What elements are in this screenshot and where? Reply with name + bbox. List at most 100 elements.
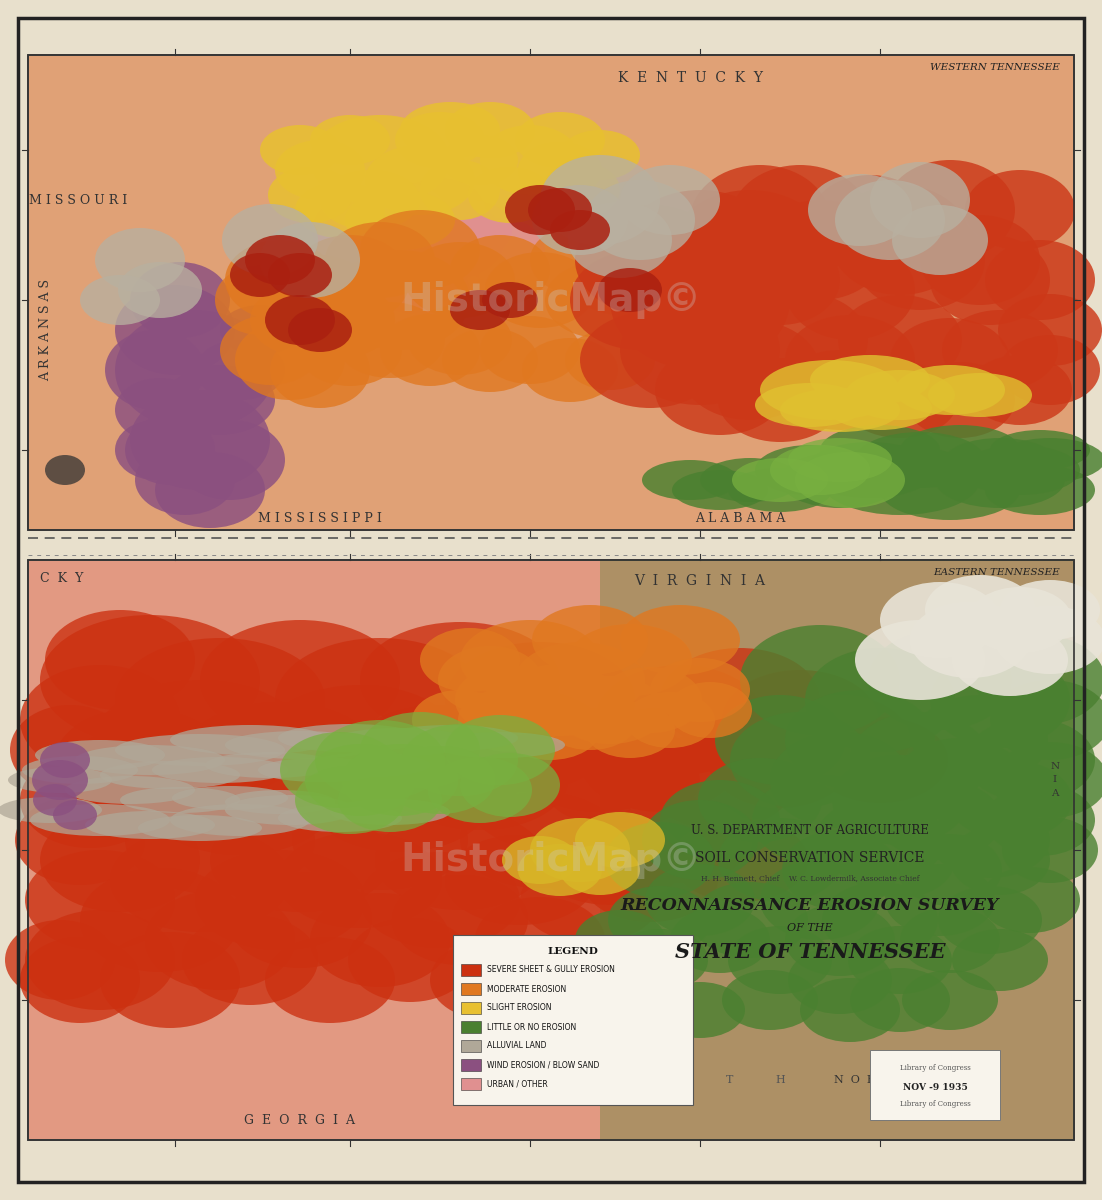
Ellipse shape — [515, 708, 685, 812]
Ellipse shape — [305, 744, 415, 816]
Text: U. S. DEPARTMENT OF AGRICULTURE: U. S. DEPARTMENT OF AGRICULTURE — [691, 823, 929, 836]
Ellipse shape — [520, 857, 660, 943]
Ellipse shape — [810, 175, 930, 265]
Ellipse shape — [445, 102, 534, 158]
Ellipse shape — [785, 240, 915, 340]
Bar — [599, 560, 1074, 1140]
Ellipse shape — [672, 818, 808, 902]
Ellipse shape — [650, 658, 750, 722]
Ellipse shape — [692, 882, 808, 958]
Ellipse shape — [965, 170, 1074, 250]
Ellipse shape — [220, 314, 320, 385]
Ellipse shape — [442, 328, 538, 392]
Ellipse shape — [80, 868, 240, 972]
Ellipse shape — [542, 690, 638, 750]
Ellipse shape — [1002, 817, 1098, 883]
Ellipse shape — [435, 732, 565, 758]
Text: M I S S O U R I: M I S S O U R I — [29, 193, 127, 206]
Ellipse shape — [6, 920, 115, 1000]
Ellipse shape — [670, 190, 830, 310]
Text: OF THE: OF THE — [787, 923, 833, 934]
Ellipse shape — [420, 628, 520, 692]
Ellipse shape — [225, 794, 355, 826]
Ellipse shape — [985, 240, 1095, 320]
Text: H: H — [775, 1075, 785, 1085]
Ellipse shape — [522, 338, 618, 402]
Text: T: T — [476, 1075, 484, 1085]
Ellipse shape — [722, 970, 818, 1030]
Ellipse shape — [450, 290, 510, 330]
Ellipse shape — [292, 790, 468, 890]
Ellipse shape — [820, 445, 980, 515]
Bar — [28, 560, 1074, 1140]
Ellipse shape — [952, 929, 1048, 991]
Ellipse shape — [385, 746, 495, 814]
Ellipse shape — [350, 182, 450, 258]
Ellipse shape — [855, 620, 985, 700]
Ellipse shape — [295, 182, 385, 238]
Ellipse shape — [880, 460, 1020, 520]
Ellipse shape — [220, 305, 300, 355]
Ellipse shape — [930, 802, 1050, 878]
Ellipse shape — [365, 145, 475, 215]
Ellipse shape — [40, 742, 90, 778]
Ellipse shape — [1000, 335, 1100, 404]
Ellipse shape — [45, 610, 195, 710]
Ellipse shape — [312, 194, 408, 266]
Ellipse shape — [715, 695, 845, 785]
Ellipse shape — [820, 425, 940, 475]
Ellipse shape — [225, 240, 335, 320]
Ellipse shape — [788, 946, 892, 1014]
Ellipse shape — [264, 937, 395, 1022]
Ellipse shape — [145, 890, 295, 990]
Ellipse shape — [946, 438, 1055, 482]
Ellipse shape — [130, 390, 270, 490]
Ellipse shape — [812, 716, 948, 803]
Ellipse shape — [611, 230, 790, 370]
Ellipse shape — [620, 164, 720, 235]
Text: N
I
A: N I A — [1050, 762, 1059, 798]
Ellipse shape — [235, 320, 345, 400]
Ellipse shape — [380, 314, 480, 386]
Ellipse shape — [115, 378, 205, 442]
Ellipse shape — [276, 140, 365, 200]
Ellipse shape — [655, 346, 785, 434]
Ellipse shape — [980, 866, 1080, 934]
Ellipse shape — [672, 470, 768, 510]
Ellipse shape — [850, 968, 950, 1032]
Ellipse shape — [420, 160, 500, 220]
Ellipse shape — [110, 828, 290, 932]
Ellipse shape — [310, 115, 450, 205]
Ellipse shape — [868, 630, 1012, 730]
Ellipse shape — [568, 202, 672, 278]
Ellipse shape — [755, 445, 865, 494]
Ellipse shape — [0, 797, 102, 823]
Ellipse shape — [172, 786, 288, 810]
Ellipse shape — [995, 438, 1102, 482]
Ellipse shape — [878, 780, 1002, 860]
Ellipse shape — [170, 725, 329, 755]
Ellipse shape — [395, 112, 485, 168]
Ellipse shape — [532, 185, 628, 254]
Ellipse shape — [788, 438, 892, 482]
Ellipse shape — [598, 268, 662, 312]
Ellipse shape — [338, 768, 442, 832]
Ellipse shape — [170, 804, 310, 836]
Ellipse shape — [35, 740, 165, 770]
Ellipse shape — [298, 314, 402, 386]
Ellipse shape — [136, 445, 235, 515]
Ellipse shape — [199, 620, 400, 740]
Ellipse shape — [468, 750, 633, 850]
Ellipse shape — [260, 222, 360, 298]
Ellipse shape — [558, 984, 642, 1036]
Ellipse shape — [480, 316, 580, 384]
Ellipse shape — [138, 815, 262, 841]
Text: LITTLE OR NO EROSION: LITTLE OR NO EROSION — [487, 1022, 576, 1032]
Text: K  E  N  T  U  C  K  Y: K E N T U C K Y — [617, 71, 763, 85]
Ellipse shape — [22, 756, 138, 784]
Ellipse shape — [30, 804, 170, 836]
Ellipse shape — [230, 253, 290, 296]
Ellipse shape — [570, 245, 670, 314]
Ellipse shape — [115, 284, 235, 374]
Ellipse shape — [952, 624, 1068, 696]
